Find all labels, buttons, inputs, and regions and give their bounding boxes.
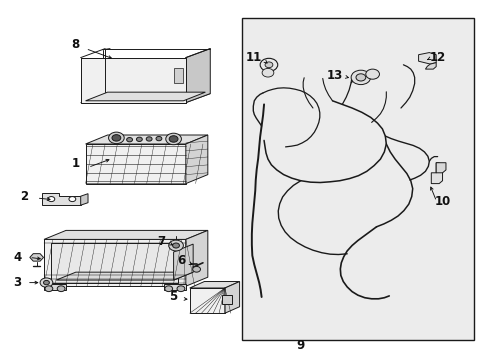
Polygon shape bbox=[189, 288, 224, 313]
Circle shape bbox=[108, 132, 124, 144]
Text: 13: 13 bbox=[326, 69, 343, 82]
Text: 4: 4 bbox=[13, 251, 21, 264]
Circle shape bbox=[69, 197, 76, 202]
Polygon shape bbox=[85, 92, 205, 101]
Polygon shape bbox=[224, 282, 239, 313]
Polygon shape bbox=[81, 58, 185, 103]
Circle shape bbox=[164, 286, 172, 292]
Polygon shape bbox=[173, 244, 193, 280]
Circle shape bbox=[146, 137, 152, 141]
Circle shape bbox=[355, 74, 365, 81]
Circle shape bbox=[172, 243, 179, 248]
Circle shape bbox=[264, 62, 272, 68]
Polygon shape bbox=[222, 295, 232, 304]
Circle shape bbox=[40, 278, 53, 287]
Polygon shape bbox=[30, 254, 43, 261]
Circle shape bbox=[43, 280, 49, 285]
Polygon shape bbox=[51, 243, 178, 283]
Text: 8: 8 bbox=[72, 39, 80, 51]
Polygon shape bbox=[56, 272, 193, 280]
Polygon shape bbox=[85, 135, 207, 144]
Polygon shape bbox=[430, 163, 442, 184]
Polygon shape bbox=[425, 63, 435, 69]
Text: 6: 6 bbox=[177, 255, 184, 267]
Text: 11: 11 bbox=[245, 51, 262, 64]
Text: 10: 10 bbox=[433, 195, 450, 208]
Polygon shape bbox=[81, 94, 210, 103]
Circle shape bbox=[48, 197, 55, 202]
Circle shape bbox=[136, 137, 142, 141]
Circle shape bbox=[365, 69, 379, 79]
Circle shape bbox=[156, 136, 162, 141]
Circle shape bbox=[165, 133, 181, 145]
Circle shape bbox=[126, 138, 132, 142]
Polygon shape bbox=[41, 193, 81, 205]
Circle shape bbox=[177, 286, 184, 292]
Polygon shape bbox=[44, 230, 207, 239]
Text: 2: 2 bbox=[20, 190, 28, 203]
Text: 7: 7 bbox=[157, 235, 165, 248]
Text: 1: 1 bbox=[72, 157, 80, 170]
Polygon shape bbox=[44, 284, 66, 290]
Polygon shape bbox=[81, 58, 185, 103]
Circle shape bbox=[262, 68, 273, 77]
Text: 12: 12 bbox=[428, 51, 445, 64]
Circle shape bbox=[350, 70, 370, 85]
Circle shape bbox=[168, 240, 183, 251]
Polygon shape bbox=[81, 194, 88, 205]
Bar bbox=[242, 18, 473, 340]
Polygon shape bbox=[435, 163, 445, 173]
Polygon shape bbox=[44, 239, 185, 286]
Circle shape bbox=[192, 266, 200, 272]
Polygon shape bbox=[85, 144, 185, 184]
Polygon shape bbox=[189, 282, 239, 288]
Polygon shape bbox=[163, 284, 185, 290]
Circle shape bbox=[57, 286, 65, 292]
Polygon shape bbox=[185, 135, 207, 184]
Text: 5: 5 bbox=[169, 291, 177, 303]
Bar bbox=[173, 68, 183, 83]
Circle shape bbox=[169, 136, 178, 142]
Polygon shape bbox=[185, 49, 210, 103]
Circle shape bbox=[45, 286, 53, 292]
Polygon shape bbox=[185, 230, 207, 286]
Circle shape bbox=[112, 135, 121, 141]
Polygon shape bbox=[418, 53, 435, 64]
Circle shape bbox=[260, 58, 277, 71]
Text: 9: 9 bbox=[296, 339, 304, 352]
Text: 3: 3 bbox=[13, 276, 21, 289]
